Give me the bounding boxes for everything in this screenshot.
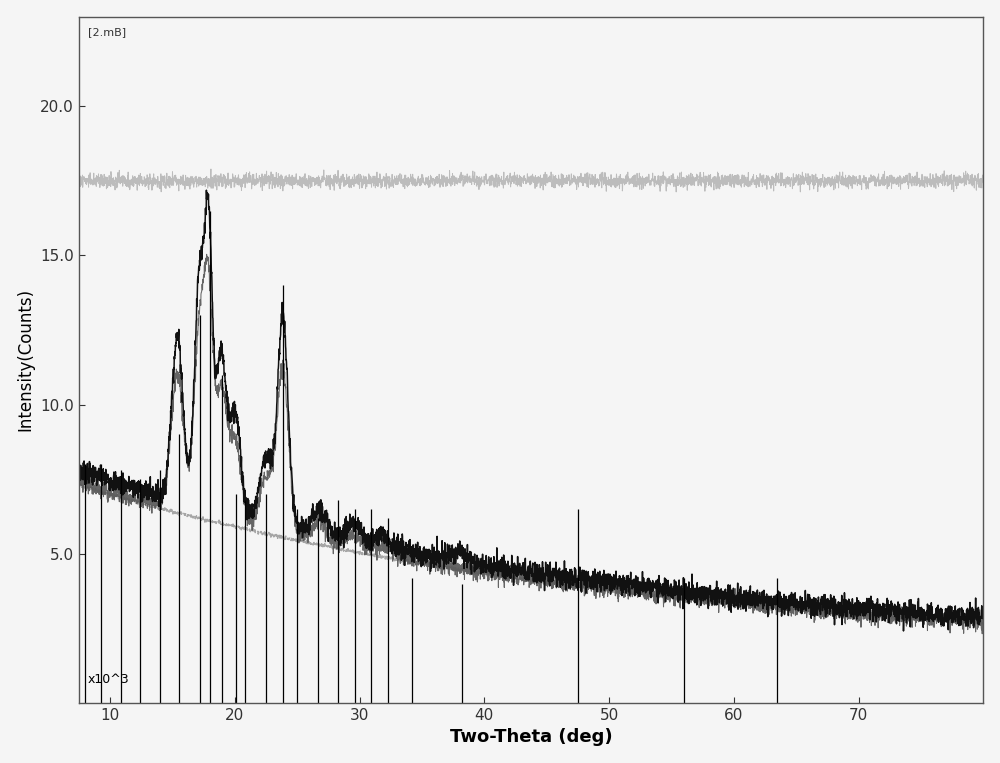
X-axis label: Two-Theta (deg): Two-Theta (deg) xyxy=(450,729,612,746)
Text: x10^3: x10^3 xyxy=(88,673,130,686)
Text: [2.mB]: [2.mB] xyxy=(88,27,126,37)
Y-axis label: Intensity(Counts): Intensity(Counts) xyxy=(17,288,35,431)
